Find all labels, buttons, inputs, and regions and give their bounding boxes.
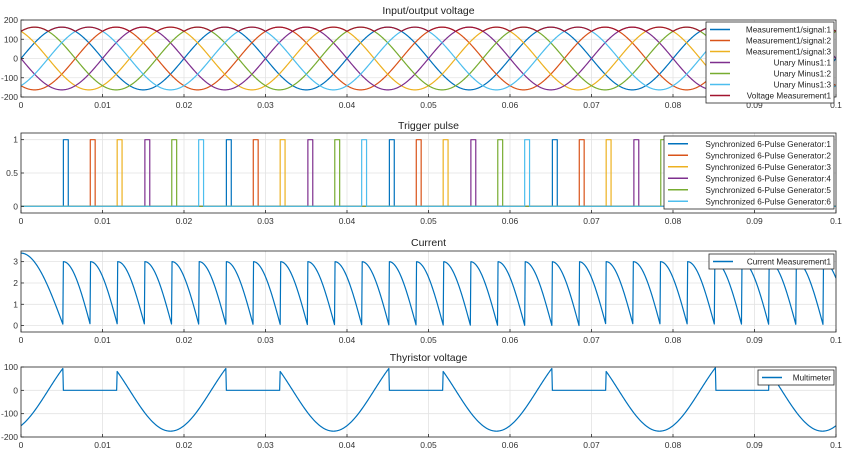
legend-label: Current Measurement1 (747, 258, 832, 267)
series-group (21, 367, 836, 432)
x-tick-label: 0.03 (257, 100, 274, 110)
x-tick-label: 0.04 (339, 100, 356, 110)
x-tick-label: 0.05 (420, 100, 437, 110)
x-tick-label: 0.04 (339, 216, 356, 226)
legend-label: Measurement1/signal:1 (746, 26, 832, 35)
x-tick-label: 0.1 (830, 216, 842, 226)
x-tick-label: 0.06 (502, 440, 519, 450)
y-tick-label: 0 (13, 54, 18, 64)
chart-title: Current (411, 237, 446, 249)
y-tick-label: 0 (13, 201, 18, 211)
legend-label: Measurement1/signal:2 (746, 37, 832, 46)
x-tick-label: 0.01 (94, 216, 111, 226)
x-tick-label: 0.07 (583, 335, 600, 345)
x-tick-label: 0.07 (583, 216, 600, 226)
x-tick-label: 0.1 (830, 100, 842, 110)
x-tick-label: 0.02 (176, 335, 193, 345)
y-tick-label: -100 (1, 73, 18, 83)
x-tick-label: 0.1 (830, 335, 842, 345)
x-tick-label: 0.09 (746, 216, 763, 226)
legend-box (663, 135, 835, 210)
series-line-7 (21, 26, 836, 32)
series-group (21, 26, 836, 91)
legend-label: Unary Minus1:2 (774, 70, 832, 79)
x-tick-label: 0.06 (502, 216, 519, 226)
x-tick-label: 0.05 (420, 335, 437, 345)
x-tick-label: 0 (19, 335, 24, 345)
x-tick-label: 0.08 (665, 100, 682, 110)
chart-panel-4: 0 0.01 0.02 0.03 0.04 0.05 0.06 0.07 0.08 0.09 0.1… (1, 352, 842, 450)
y-tick-label: 100 (4, 34, 18, 44)
chart-panel-2: 0 0.01 0.02 0.03 0.04 0.05 0.06 0.07 0.08 0.09 0.1… (6, 120, 842, 226)
legend-label: Synchronized 6-Pulse Generator:1 (705, 140, 831, 149)
y-tick-label: 100 (4, 362, 18, 372)
legend-label: Multimeter (793, 374, 831, 383)
chart-title: Trigger pulse (398, 120, 459, 132)
x-tick-label: 0.02 (176, 100, 193, 110)
x-tick-label: 0.09 (746, 335, 763, 345)
y-tick-label: 0 (13, 321, 18, 331)
y-tick-label: -200 (1, 432, 18, 442)
x-tick-label: 0.02 (176, 440, 193, 450)
y-tick-label: 2 (13, 278, 18, 288)
x-tick-label: 0.08 (665, 216, 682, 226)
legend-label: Synchronized 6-Pulse Generator:3 (705, 163, 831, 172)
x-tick-label: 0.04 (339, 335, 356, 345)
legend-box (708, 253, 835, 270)
legend-label: Unary Minus1:1 (774, 59, 832, 68)
y-tick-label: 200 (4, 15, 18, 25)
x-tick-label: 0.01 (94, 100, 111, 110)
x-tick-label: 0.04 (339, 440, 356, 450)
x-tick-label: 0.05 (420, 216, 437, 226)
x-tick-label: 0.05 (420, 440, 437, 450)
chart-title: Thyristor voltage (390, 352, 468, 364)
y-tick-label: 0.5 (6, 168, 18, 178)
y-tick-label: 1 (13, 135, 18, 145)
y-tick-label: 0 (13, 385, 18, 395)
legend-label: Synchronized 6-Pulse Generator:2 (705, 151, 831, 160)
x-tick-label: 0 (19, 100, 24, 110)
legend-label: Unary Minus1:3 (774, 81, 832, 90)
x-tick-label: 0.1 (830, 440, 842, 450)
x-tick-label: 0.07 (583, 100, 600, 110)
legend-label: Synchronized 6-Pulse Generator:6 (705, 197, 831, 206)
legend-label: Measurement1/signal:3 (746, 48, 832, 57)
chart-panel-3: 0 0.01 0.02 0.03 0.04 0.05 0.06 0.07 0.08 0.09 0.1… (13, 237, 842, 345)
series-line-1 (21, 367, 836, 432)
x-tick-label: 0.09 (746, 440, 763, 450)
x-tick-label: 0 (19, 440, 24, 450)
legend-label: Synchronized 6-Pulse Generator:4 (705, 174, 831, 183)
legend-box (757, 369, 835, 386)
x-tick-label: 0.01 (94, 440, 111, 450)
x-tick-label: 0.01 (94, 335, 111, 345)
y-tick-label: -100 (1, 409, 18, 419)
x-tick-label: 0.06 (502, 100, 519, 110)
series-group (21, 252, 836, 327)
x-tick-label: 0.07 (583, 440, 600, 450)
chart-panel-1: 0 0.01 0.02 0.03 0.04 0.05 0.06 0.07 0.08 0.09 0.1… (1, 5, 842, 110)
x-tick-label: 0.02 (176, 216, 193, 226)
y-tick-label: 1 (13, 299, 18, 309)
x-tick-label: 0.03 (257, 335, 274, 345)
chart-title: Input/output voltage (382, 5, 474, 17)
legend-label: Synchronized 6-Pulse Generator:5 (705, 186, 831, 195)
x-tick-label: 0.03 (257, 216, 274, 226)
y-tick-label: -200 (1, 92, 18, 102)
x-tick-label: 0.06 (502, 335, 519, 345)
y-tick-label: 3 (13, 257, 18, 267)
legend-label: Voltage Measurement1 (747, 92, 832, 101)
x-tick-label: 0.08 (665, 440, 682, 450)
x-tick-label: 0.03 (257, 440, 274, 450)
series-line-1 (21, 252, 836, 327)
x-tick-label: 0 (19, 216, 24, 226)
x-tick-label: 0.08 (665, 335, 682, 345)
x-tick-label: 0.09 (746, 100, 763, 110)
